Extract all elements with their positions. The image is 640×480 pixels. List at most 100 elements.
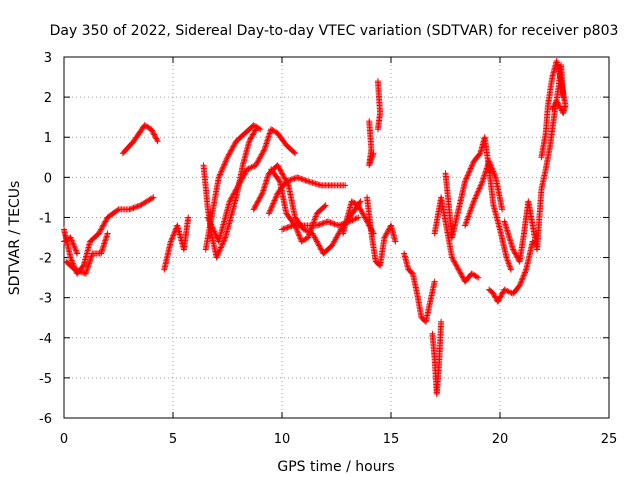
data-point xyxy=(247,136,254,143)
data-point xyxy=(283,224,290,231)
data-point xyxy=(213,254,220,261)
data-point xyxy=(242,168,249,175)
y-axis-label: SDTVAR / TECUs xyxy=(7,181,23,296)
data-point xyxy=(217,171,224,178)
data-point xyxy=(294,228,301,235)
data-point xyxy=(322,219,329,226)
data-point xyxy=(314,239,321,246)
data-point xyxy=(549,106,556,113)
data-point xyxy=(103,217,110,224)
data-point xyxy=(292,150,299,157)
data-point xyxy=(233,186,240,193)
data-point xyxy=(258,151,265,158)
x-tick-label: 0 xyxy=(60,432,68,447)
data-point xyxy=(249,163,256,170)
data-point xyxy=(218,167,225,174)
data-point xyxy=(219,165,226,172)
data-point xyxy=(222,160,229,167)
data-point xyxy=(249,132,256,139)
data-point xyxy=(100,222,107,229)
data-point xyxy=(311,234,318,241)
data-point xyxy=(459,274,466,281)
data-point xyxy=(73,267,80,274)
data-point xyxy=(361,213,368,220)
data-point xyxy=(497,293,504,300)
data-point xyxy=(102,218,109,225)
data-point xyxy=(465,169,472,176)
data-point xyxy=(253,201,260,208)
data-point xyxy=(491,171,498,178)
data-point xyxy=(517,281,524,288)
data-point xyxy=(553,98,560,105)
data-point xyxy=(72,247,79,254)
data-point xyxy=(214,253,221,260)
data-point xyxy=(359,210,366,217)
data-point xyxy=(232,187,239,194)
data-point xyxy=(313,222,320,229)
data-point xyxy=(68,257,75,264)
data-point xyxy=(331,238,338,245)
data-point xyxy=(74,250,81,257)
data-point xyxy=(499,290,506,297)
data-point xyxy=(558,107,565,114)
data-point xyxy=(474,189,481,196)
data-point xyxy=(216,248,223,255)
data-point xyxy=(251,128,258,135)
data-point xyxy=(335,222,342,229)
data-point xyxy=(253,160,260,167)
data-point xyxy=(152,134,159,141)
data-point xyxy=(254,199,261,206)
data-point xyxy=(150,130,157,137)
data-point xyxy=(68,237,75,244)
data-point xyxy=(477,182,484,189)
data-point xyxy=(320,219,327,226)
data-point xyxy=(216,172,223,179)
data-point xyxy=(254,159,261,166)
data-point xyxy=(489,167,496,174)
data-point xyxy=(310,233,317,240)
data-point xyxy=(247,164,254,171)
data-point xyxy=(170,232,177,239)
plot-frame xyxy=(63,56,610,419)
data-point xyxy=(220,162,227,169)
data-point xyxy=(74,267,81,274)
data-point xyxy=(97,227,104,234)
y-tick-label: 1 xyxy=(44,131,52,146)
data-point xyxy=(284,177,291,184)
data-point xyxy=(229,144,236,151)
data-point xyxy=(520,273,527,280)
data-point xyxy=(148,127,155,134)
data-point xyxy=(134,203,141,210)
data-point xyxy=(558,106,565,113)
data-point xyxy=(154,136,161,143)
data-point xyxy=(255,158,262,165)
data-point xyxy=(241,171,248,178)
data-point xyxy=(275,177,282,184)
data-point xyxy=(505,288,512,295)
data-point xyxy=(316,242,323,249)
data-point xyxy=(521,269,528,276)
data-point xyxy=(256,155,263,162)
data-point xyxy=(260,148,267,155)
data-point xyxy=(319,220,326,227)
data-point xyxy=(69,238,76,245)
data-point xyxy=(79,263,86,270)
data-point xyxy=(169,234,176,241)
data-point xyxy=(255,125,262,132)
data-point xyxy=(502,287,509,294)
data-point xyxy=(255,198,262,205)
data-point xyxy=(171,229,178,236)
data-point xyxy=(295,229,302,236)
data-point xyxy=(69,240,76,247)
data-point xyxy=(486,158,493,165)
data-point xyxy=(211,230,218,237)
data-point xyxy=(360,211,367,218)
data-point xyxy=(315,221,322,228)
data-point xyxy=(286,177,293,184)
data-point xyxy=(216,247,223,254)
data-point xyxy=(512,250,519,257)
data-point xyxy=(330,220,337,227)
data-point xyxy=(276,166,283,173)
data-point xyxy=(550,104,557,111)
data-point xyxy=(274,162,281,169)
